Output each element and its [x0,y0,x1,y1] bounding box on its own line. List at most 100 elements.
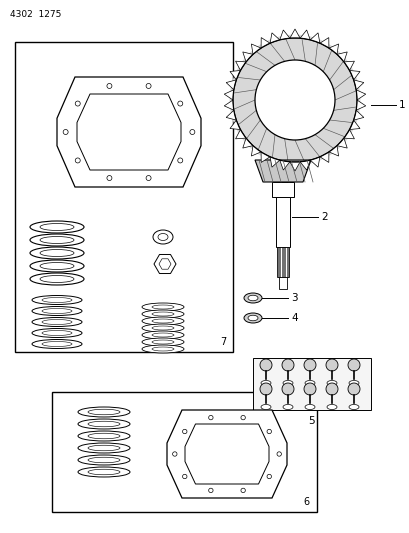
Circle shape [281,359,293,371]
Ellipse shape [152,312,173,316]
Polygon shape [77,94,180,170]
Circle shape [107,84,112,88]
Circle shape [182,429,187,434]
Ellipse shape [152,326,173,330]
Circle shape [75,158,80,163]
Text: 2: 2 [320,212,327,222]
Bar [276,247,288,277]
Ellipse shape [30,247,84,259]
Polygon shape [355,100,365,110]
Polygon shape [261,152,270,163]
Ellipse shape [42,330,72,335]
Circle shape [189,130,194,134]
Polygon shape [224,100,233,110]
Circle shape [281,383,293,395]
Polygon shape [310,33,319,43]
Ellipse shape [32,340,82,349]
Bar [271,182,293,197]
Circle shape [276,452,281,456]
Polygon shape [289,162,299,171]
Ellipse shape [88,409,120,415]
Polygon shape [299,160,310,170]
Ellipse shape [152,333,173,337]
Polygon shape [229,70,240,80]
Ellipse shape [42,319,72,325]
Ellipse shape [326,381,336,385]
Circle shape [347,359,359,371]
Polygon shape [154,254,175,273]
Ellipse shape [261,405,270,409]
Bar [252,358,370,410]
Polygon shape [328,146,338,156]
Circle shape [208,415,213,420]
Circle shape [303,359,315,371]
Ellipse shape [304,381,314,385]
Circle shape [240,488,245,492]
Ellipse shape [304,405,314,409]
Circle shape [178,158,182,163]
Ellipse shape [282,381,292,385]
Text: 5: 5 [308,416,315,426]
Ellipse shape [348,405,358,409]
Ellipse shape [30,221,84,233]
Ellipse shape [152,340,173,344]
Polygon shape [349,70,359,80]
Bar [275,197,289,247]
Polygon shape [336,52,346,62]
Polygon shape [242,138,252,148]
Polygon shape [184,424,268,484]
Ellipse shape [42,342,72,346]
Ellipse shape [247,315,257,321]
Ellipse shape [142,310,184,318]
Ellipse shape [142,345,184,353]
Text: 1: 1 [398,100,405,110]
Polygon shape [343,61,353,70]
Ellipse shape [142,324,184,332]
Polygon shape [235,61,245,70]
Circle shape [347,383,359,395]
Bar [52,392,316,512]
Polygon shape [353,110,363,120]
Ellipse shape [88,421,120,427]
Ellipse shape [247,295,257,301]
Ellipse shape [32,306,82,316]
Ellipse shape [153,230,173,244]
Ellipse shape [40,223,74,230]
Ellipse shape [282,405,292,409]
Text: 4302  1275: 4302 1275 [10,10,61,19]
Polygon shape [159,259,171,269]
Polygon shape [251,146,261,156]
Ellipse shape [142,303,184,311]
Polygon shape [224,90,233,100]
Circle shape [325,383,337,395]
Ellipse shape [326,405,336,409]
Ellipse shape [78,407,130,417]
Ellipse shape [348,381,358,385]
Polygon shape [319,37,328,48]
Ellipse shape [32,295,82,304]
Polygon shape [226,80,236,90]
Circle shape [240,415,245,420]
Polygon shape [261,37,270,48]
Polygon shape [230,35,359,165]
Polygon shape [229,120,240,130]
Polygon shape [251,44,261,54]
Polygon shape [226,110,236,120]
Polygon shape [166,410,286,498]
Ellipse shape [78,455,130,465]
Circle shape [182,474,187,479]
Circle shape [146,84,151,88]
Ellipse shape [152,305,173,309]
Ellipse shape [152,319,173,323]
Ellipse shape [32,318,82,327]
Polygon shape [289,29,299,38]
Ellipse shape [88,433,120,439]
Ellipse shape [78,419,130,429]
Circle shape [254,60,334,140]
Polygon shape [57,77,200,187]
Ellipse shape [30,273,84,285]
Polygon shape [299,30,310,40]
Circle shape [303,383,315,395]
Ellipse shape [40,276,74,282]
Circle shape [63,130,68,134]
